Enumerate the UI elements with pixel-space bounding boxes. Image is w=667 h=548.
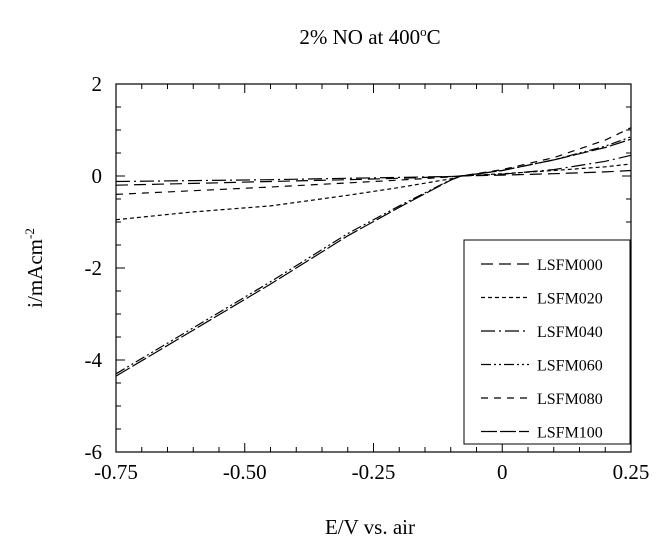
y-tick-labels: -6 -4 -2 0 2 [85,72,103,464]
x-tick-labels: -0.75 -0.50 -0.25 0 0.25 [94,460,649,484]
series-group [115,127,632,377]
y-tick-label: -2 [85,256,103,280]
legend-label: LSFM060 [537,358,603,375]
series-line-lsfm100 [115,138,632,377]
legend-label: LSFM100 [537,425,603,442]
chart-title: 2% NO at 400oC [299,24,440,49]
axis-ticks [115,83,632,453]
legend-label: LSFM020 [537,291,603,308]
x-axis-label: E/V vs. air [325,515,415,539]
legend-label: LSFM040 [537,324,603,341]
y-tick-label: 2 [92,72,103,96]
y-axis-label-main: i/mAcm [23,239,47,308]
legend-box [463,239,631,445]
x-tick-label: -0.50 [223,460,267,484]
series-line-lsfm000 [115,169,632,186]
legend-label: LSFM000 [537,257,603,274]
legend-label: LSFM080 [537,391,603,408]
title-main: 2% NO at 400 [299,25,420,49]
series-line-lsfm040 [115,154,632,183]
x-tick-label: 0.25 [613,460,650,484]
y-axis-label: i/mAcm-2 [22,228,47,308]
legend: LSFM000 LSFM020 LSFM040 LSFM060 LSFM080 LSFM1… [463,239,631,445]
y-tick-label: -6 [85,440,103,464]
y-tick-label: 0 [92,164,103,188]
y-axis-label-superscript: -2 [22,228,37,239]
y-tick-label: -4 [85,348,103,372]
x-tick-label: -0.75 [94,460,138,484]
series-line-lsfm080 [115,127,632,195]
series-line-lsfm020 [115,163,632,221]
title-end: C [427,25,441,49]
x-tick-label: -0.25 [352,460,396,484]
x-tick-label: 0 [497,460,508,484]
title-superscript: o [420,24,427,39]
